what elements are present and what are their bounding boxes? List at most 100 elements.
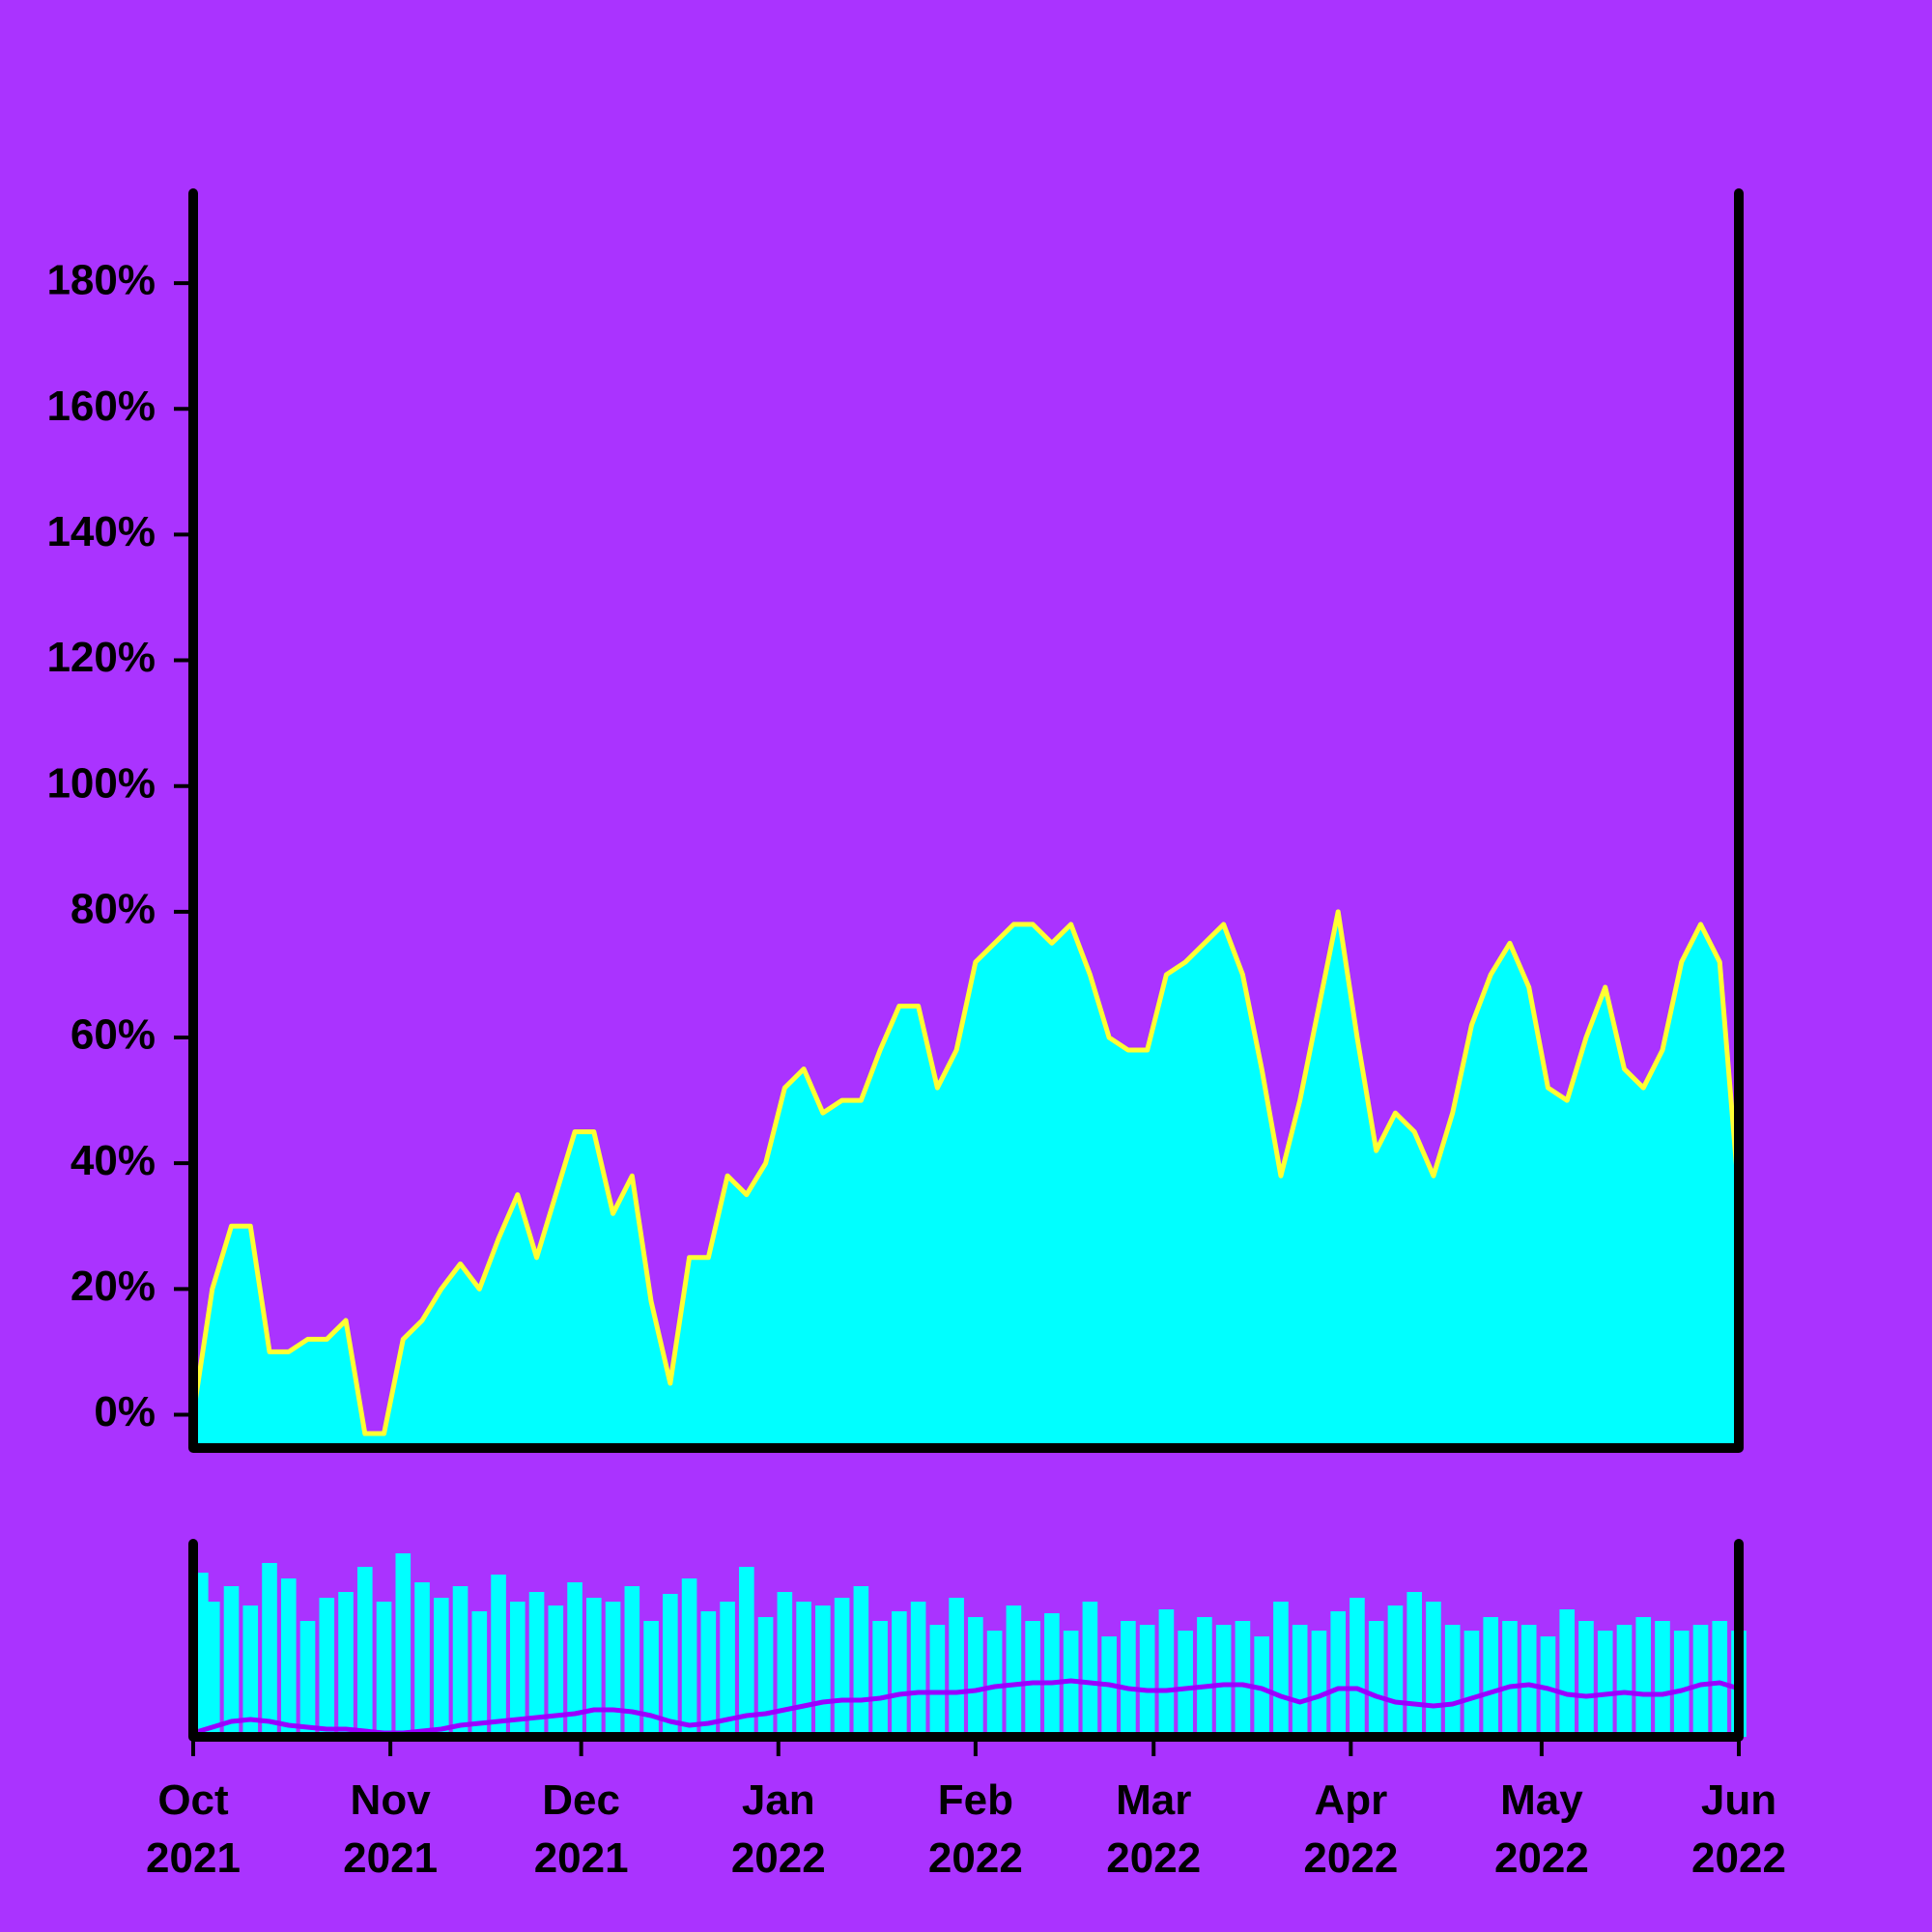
y-tick-label: 160% — [46, 383, 156, 430]
bar — [299, 1621, 316, 1737]
bar — [796, 1602, 811, 1737]
x-tick-label-line: 2022 — [1494, 1834, 1589, 1882]
x-tick-label-line: Feb — [938, 1776, 1013, 1824]
x-tick-label-line: 2021 — [534, 1834, 629, 1882]
bar — [262, 1563, 277, 1737]
bar — [1406, 1592, 1423, 1737]
bar — [872, 1621, 888, 1737]
bar — [1139, 1625, 1155, 1737]
bar — [1158, 1609, 1175, 1737]
bar — [1082, 1602, 1098, 1737]
x-tick-label: Nov 2021 — [343, 1776, 438, 1882]
bar — [643, 1621, 659, 1737]
bar — [777, 1592, 793, 1737]
x-tick-label-line: Jun — [1701, 1776, 1776, 1824]
x-tick-label: Dec 2021 — [534, 1776, 629, 1882]
bar — [1502, 1621, 1518, 1737]
x-tick-label-line: 2022 — [928, 1834, 1023, 1882]
axis-frame — [188, 188, 1744, 1453]
bar — [834, 1598, 850, 1737]
bar — [528, 1592, 545, 1737]
area — [193, 911, 1739, 1448]
bar — [1368, 1621, 1384, 1737]
bar — [376, 1602, 392, 1737]
x-tick-label-line: 2021 — [146, 1834, 241, 1882]
y-tick-label: 140% — [46, 508, 156, 555]
x-tick-label: Feb 2022 — [928, 1776, 1023, 1882]
bar — [338, 1592, 354, 1737]
bar — [1578, 1621, 1594, 1737]
bar — [1616, 1625, 1633, 1737]
bar — [700, 1611, 717, 1737]
line — [190, 909, 1742, 1436]
bar — [548, 1605, 564, 1737]
bar — [1330, 1611, 1346, 1737]
y-tick-label: 180% — [46, 257, 156, 304]
y-tick-label: 20% — [71, 1263, 156, 1310]
bar — [949, 1598, 964, 1737]
y-tick-label: 80% — [71, 885, 156, 932]
x-tick-label-line: 2022 — [1106, 1834, 1201, 1882]
y-tick-label: 40% — [71, 1137, 156, 1184]
bar — [1559, 1609, 1576, 1737]
bar — [1063, 1631, 1079, 1737]
x-tick-label-line: May — [1500, 1776, 1583, 1824]
bar — [1197, 1617, 1212, 1737]
bar — [471, 1611, 488, 1737]
bar — [223, 1586, 240, 1737]
bar — [624, 1586, 640, 1737]
bar — [1635, 1617, 1652, 1737]
bar — [452, 1586, 469, 1737]
bar — [356, 1567, 373, 1737]
bar — [1655, 1621, 1670, 1737]
x-tick-label-line: 2021 — [343, 1834, 438, 1882]
x-tick-label-line: Apr — [1314, 1776, 1387, 1824]
x-tick-label-line: 2022 — [731, 1834, 826, 1882]
bar — [1463, 1631, 1480, 1737]
bar — [1025, 1621, 1040, 1737]
x-tick-label: Mar 2022 — [1106, 1776, 1201, 1882]
bar — [509, 1602, 526, 1737]
y-tick-label: 60% — [71, 1011, 156, 1059]
moving-average-line — [192, 1678, 1740, 1736]
bar — [1215, 1625, 1232, 1737]
bar — [1426, 1602, 1441, 1737]
bar — [1006, 1605, 1022, 1737]
bar — [567, 1582, 582, 1737]
bar — [1178, 1631, 1193, 1737]
bar — [1712, 1621, 1728, 1737]
bar — [1311, 1631, 1327, 1737]
y-tick-label: 120% — [46, 634, 156, 681]
bar — [1673, 1631, 1690, 1737]
x-tick-label: Oct 2021 — [146, 1776, 241, 1882]
x-tick-label-line: Nov — [351, 1776, 432, 1824]
x-tick-label-line: Oct — [157, 1776, 229, 1824]
bar — [1121, 1621, 1136, 1737]
bar — [663, 1594, 678, 1737]
bar — [1597, 1631, 1613, 1737]
bar — [892, 1611, 907, 1737]
bar — [815, 1605, 831, 1737]
x-tick-label-line: 2022 — [1691, 1834, 1786, 1882]
bar — [968, 1617, 983, 1737]
x-tick-label: May 2022 — [1494, 1776, 1589, 1882]
bar — [929, 1625, 946, 1737]
bar — [1483, 1617, 1499, 1737]
bar — [1292, 1625, 1308, 1737]
bar — [739, 1567, 754, 1737]
bar — [986, 1631, 1003, 1737]
bar — [242, 1605, 259, 1737]
x-tick-label-line: Dec — [542, 1776, 620, 1824]
bar — [280, 1578, 297, 1737]
axis-frame — [188, 1539, 1744, 1742]
bar — [414, 1582, 430, 1737]
bar — [319, 1598, 335, 1737]
bar — [491, 1575, 506, 1737]
y-tick-label: 100% — [46, 759, 156, 807]
x-tick-label: Jan 2022 — [731, 1776, 826, 1882]
bar — [1692, 1625, 1709, 1737]
bar — [433, 1598, 449, 1737]
x-tick-label: Jun 2022 — [1691, 1776, 1786, 1882]
